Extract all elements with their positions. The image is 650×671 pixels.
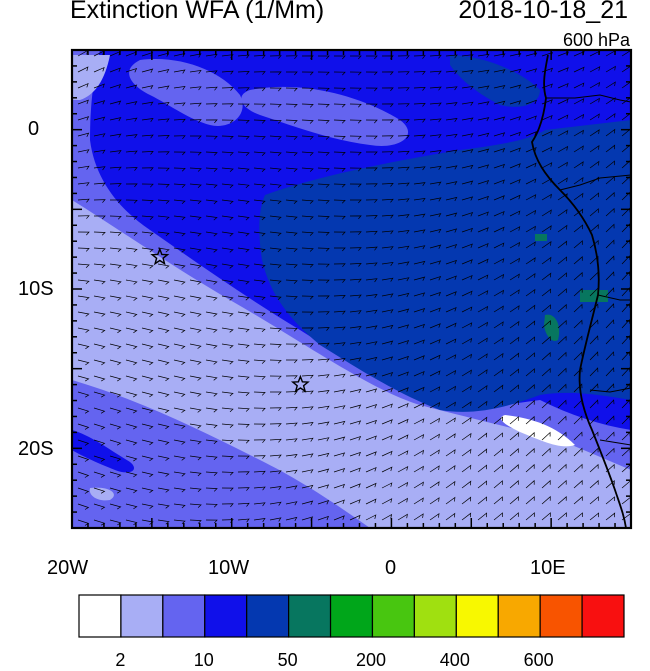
valid-time: 2018-10-18_21 [458, 0, 628, 24]
colorbar-label-5: 600 [523, 650, 554, 670]
markers [150, 247, 310, 393]
field-blob-3 [72, 55, 110, 100]
pressure-level: 600 hPa [562, 30, 630, 50]
colorbar-box-1 [120, 594, 164, 638]
colorbar-label-4: 400 [439, 650, 470, 670]
colorbar-label-2: 50 [277, 650, 298, 670]
star-marker-1 [150, 247, 170, 266]
field-patch-teal-3 [535, 234, 547, 241]
colorbar-label-3: 200 [355, 650, 386, 670]
lon-label-20w: 20W [47, 557, 89, 579]
lon-label-10e: 10E [530, 557, 566, 579]
field-patch-white [500, 415, 575, 447]
colorbar-box-4 [246, 594, 290, 638]
lat-label-20s: 20S [18, 438, 54, 460]
axis-ticks [71, 49, 632, 529]
colorbar-box-3 [204, 594, 248, 638]
star-marker-2 [290, 374, 310, 393]
field-blob-1 [129, 59, 243, 126]
lat-label-0: 0 [28, 118, 40, 140]
colorbar-label-0: 2 [115, 650, 126, 670]
field-patch-lower-left [72, 430, 135, 473]
field-blob-2 [241, 86, 409, 146]
colorbar-box-9 [455, 594, 499, 638]
lon-label-0: 0 [385, 557, 397, 579]
map-title: Extinction WFA (1/Mm) [70, 0, 325, 24]
colorbar-box-2 [162, 594, 206, 638]
wind-barbs [77, 50, 631, 526]
colorbar [78, 594, 625, 638]
colorbar-label-1: 10 [193, 650, 214, 670]
extinction-field [72, 50, 631, 528]
field-patch-teal-2 [544, 314, 560, 341]
field-band-2 [72, 200, 631, 528]
colorbar-box-8 [413, 594, 457, 638]
colorbar-box-12 [581, 594, 625, 638]
colorbar-box-11 [539, 594, 583, 638]
africa-coastline [531, 54, 627, 528]
colorbar-box-0 [78, 594, 122, 638]
field-patch-lower-left-2 [89, 487, 114, 501]
colorbar-box-7 [371, 594, 415, 638]
colorbar-box-6 [329, 594, 374, 638]
field-band-dark [259, 120, 631, 412]
colorbar-box-10 [497, 594, 541, 638]
lat-label-10s: 10S [18, 278, 54, 300]
colorbar-box-5 [288, 594, 332, 638]
field-patch-teal-1 [580, 290, 608, 302]
field-patch-north [450, 55, 540, 107]
country-borders [546, 94, 631, 446]
lon-label-10w: 10W [208, 557, 250, 579]
